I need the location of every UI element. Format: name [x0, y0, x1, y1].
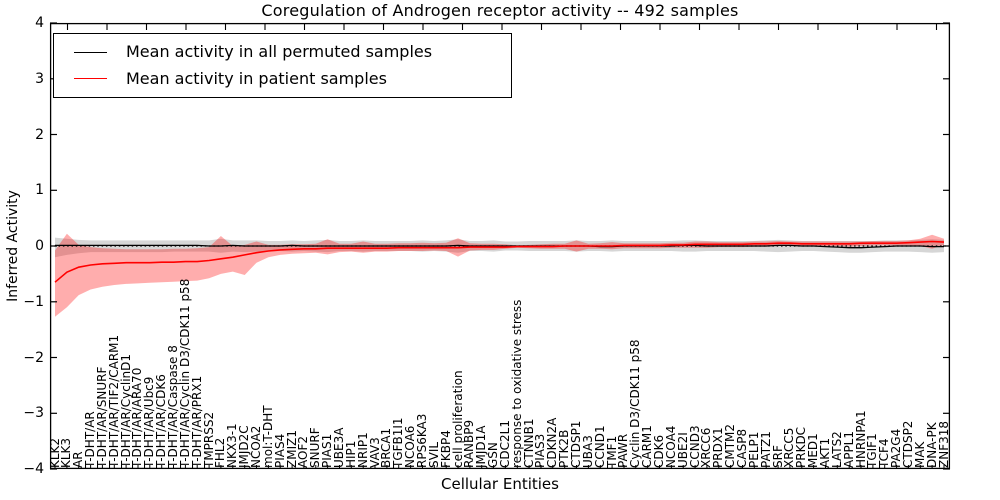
y-tick-label: −3 — [23, 405, 44, 422]
band-series-1 — [55, 233, 944, 317]
legend-line-black-icon — [74, 51, 107, 53]
mean-line-series-1 — [54, 240, 945, 283]
legend-item-permuted: Mean activity in all permuted samples — [54, 41, 511, 63]
x-axis-label: Cellular Entities — [441, 475, 559, 493]
axes-frame — [49, 22, 951, 470]
legend-item-patient: Mean activity in patient samples — [54, 68, 511, 90]
y-tick-label: −4 — [23, 461, 44, 477]
plot-area: KLK2 KLK3 AR T-DHT/AR T-DHT/AR/SNURF T-DHT/AR… — [48, 22, 951, 470]
legend-line-red-icon — [74, 78, 107, 80]
mean-line-series-0 — [55, 244, 944, 249]
y-tick-label: 1 — [35, 182, 44, 199]
y-tick-label: −1 — [23, 293, 44, 310]
y-tick-label: −2 — [23, 349, 44, 366]
legend-label-patient: Mean activity in patient samples — [126, 68, 387, 88]
chart-canvas — [49, 22, 951, 470]
legend: Mean activity in all permuted samples Me… — [53, 33, 512, 98]
y-tick-label: 3 — [35, 70, 44, 87]
y-tick-label: 2 — [35, 126, 44, 143]
chart-title: Coregulation of Androgen receptor activi… — [261, 1, 739, 20]
legend-label-permuted: Mean activity in all permuted samples — [126, 42, 433, 62]
y-tick-label: 4 — [35, 15, 44, 31]
y-tick-label: 0 — [35, 238, 44, 254]
